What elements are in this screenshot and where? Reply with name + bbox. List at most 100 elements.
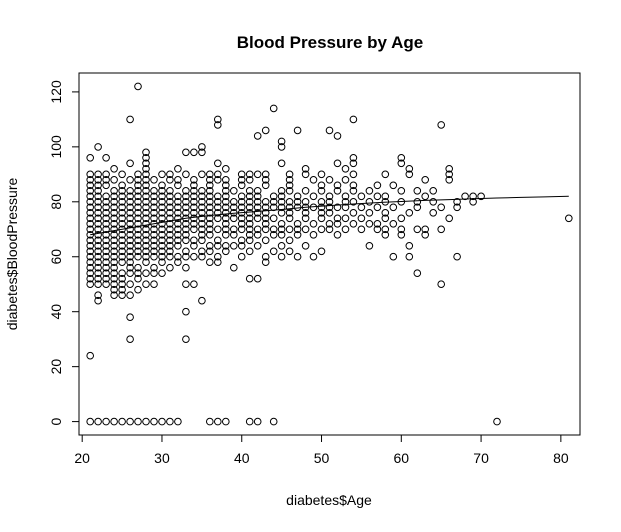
data-point: [150, 225, 158, 234]
x-axis-label: diabetes$Age: [286, 492, 372, 508]
data-point: [206, 258, 214, 267]
data-point: [230, 198, 238, 206]
data-point: [94, 247, 102, 256]
data-point: [134, 269, 142, 278]
data-point: [245, 192, 254, 201]
data-point: [493, 417, 501, 426]
data-point: [206, 181, 214, 190]
data-point: [94, 296, 102, 305]
data-point: [206, 225, 214, 234]
data-point: [110, 165, 118, 173]
data-point: [118, 181, 126, 190]
data-point: [94, 231, 102, 239]
data-point: [110, 236, 118, 245]
data-point: [118, 285, 126, 294]
data-point: [118, 258, 126, 267]
data-point: [333, 187, 342, 195]
data-point: [277, 203, 286, 212]
data-point: [150, 220, 158, 228]
data-point: [86, 280, 94, 289]
data-point: [198, 187, 206, 195]
data-point: [102, 225, 110, 234]
data-point: [445, 170, 454, 179]
data-point: [222, 220, 230, 228]
data-point: [277, 159, 286, 168]
data-point: [118, 291, 126, 300]
data-point: [333, 220, 342, 228]
data-point: [301, 187, 310, 195]
chart-title: Blood Pressure by Age: [237, 33, 423, 52]
data-point: [94, 258, 102, 267]
data-point: [150, 209, 158, 217]
data-point: [293, 126, 302, 135]
data-point: [102, 209, 110, 217]
data-point: [174, 417, 182, 426]
data-point: [421, 231, 430, 239]
data-point: [110, 252, 118, 261]
data-point: [142, 214, 150, 223]
data-point: [222, 242, 230, 250]
data-point: [94, 143, 102, 151]
data-point: [214, 192, 222, 201]
data-point: [110, 214, 118, 223]
data-point: [166, 187, 174, 195]
data-point: [253, 274, 262, 283]
data-point: [166, 417, 174, 426]
data-point: [237, 225, 246, 234]
data-point: [142, 187, 150, 195]
data-point: [230, 203, 238, 212]
data-point: [134, 187, 142, 195]
data-point: [206, 176, 214, 184]
data-point: [126, 192, 134, 201]
data-point: [190, 252, 198, 261]
data-point: [102, 170, 110, 179]
data-point: [142, 203, 150, 212]
data-point: [94, 291, 102, 300]
data-point: [389, 203, 398, 212]
data-point: [429, 209, 438, 217]
data-point: [230, 187, 238, 195]
data-point: [261, 236, 270, 245]
data-point: [166, 225, 174, 234]
data-point: [397, 225, 406, 234]
x-tick-label: 70: [473, 450, 489, 466]
data-point: [206, 247, 214, 256]
data-point: [405, 252, 414, 261]
data-point: [190, 203, 198, 212]
data-point: [158, 209, 166, 217]
data-point: [397, 187, 406, 195]
data-point: [237, 203, 246, 212]
data-point: [309, 220, 318, 228]
data-point: [190, 236, 198, 245]
data-point: [110, 247, 118, 256]
data-point: [118, 192, 126, 201]
trend-line: [90, 195, 569, 236]
data-point: [86, 247, 94, 256]
data-point: [317, 225, 326, 234]
data-point: [405, 165, 414, 173]
data-point: [102, 236, 110, 245]
data-point: [245, 198, 254, 206]
data-point: [142, 159, 150, 168]
data-point: [301, 214, 310, 223]
data-point: [373, 220, 382, 228]
data-point: [198, 296, 206, 305]
data-point: [126, 187, 134, 195]
data-point: [413, 203, 422, 212]
data-point: [222, 231, 230, 239]
data-point: [206, 170, 214, 179]
data-point: [126, 242, 134, 250]
data-point: [293, 192, 302, 201]
data-point: [190, 220, 198, 228]
data-point: [277, 192, 286, 201]
data-point: [110, 285, 118, 294]
data-point: [110, 280, 118, 289]
data-point: [285, 198, 294, 206]
data-point: [110, 220, 118, 228]
data-point: [214, 252, 222, 261]
data-point: [253, 203, 262, 212]
data-point: [150, 203, 158, 212]
data-point: [150, 176, 158, 184]
data-point: [230, 225, 238, 234]
data-point: [158, 220, 166, 228]
